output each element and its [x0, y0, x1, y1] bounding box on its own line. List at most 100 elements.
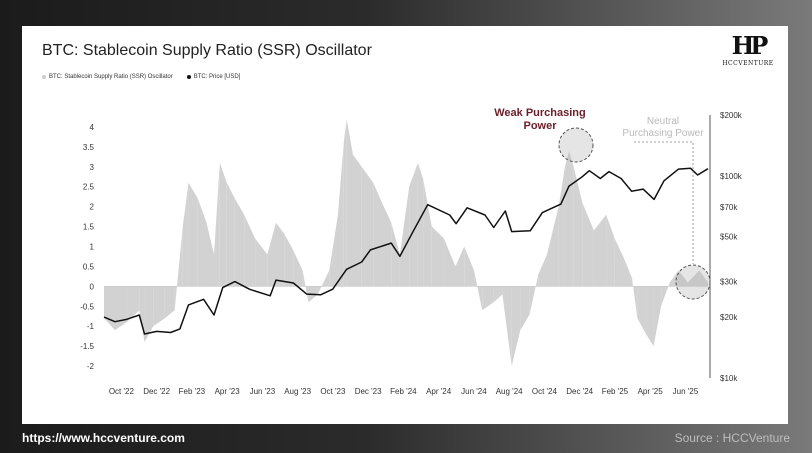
right-tick-label: $100k — [720, 172, 743, 181]
x-tick-label: Dec '24 — [566, 387, 593, 396]
x-tick-label: Apr '24 — [426, 387, 452, 396]
oscillator-segment — [188, 182, 198, 287]
oscillator-segment — [399, 186, 410, 287]
oscillator-segment — [144, 286, 154, 343]
oscillator-segment — [417, 162, 424, 287]
oscillator-segment — [653, 286, 662, 347]
oscillator-segment — [502, 286, 512, 367]
x-tick-label: Jun '24 — [461, 387, 487, 396]
oscillator-segment — [564, 150, 570, 287]
oscillator-segment — [582, 202, 594, 287]
oscillator-segment — [353, 154, 362, 287]
oscillator-segment — [593, 214, 607, 287]
oscillator-segment — [614, 238, 625, 287]
oscillator-segment — [115, 286, 127, 331]
neutral-purchasing-label-line2: Purchasing Power — [622, 128, 704, 139]
x-tick-label: Feb '25 — [602, 387, 629, 396]
x-tick-label: Jun '25 — [673, 387, 699, 396]
oscillator-segment — [391, 222, 400, 287]
footer-source: Source : HCCVenture — [674, 431, 790, 445]
oscillator-segment — [182, 182, 189, 287]
left-tick-label: 1 — [90, 243, 95, 252]
oscillator-segment — [361, 166, 374, 287]
oscillator-segment — [637, 286, 647, 335]
oscillator-segment — [547, 206, 559, 287]
oscillator-segment — [474, 270, 483, 311]
chart-legend: BTC: Stablecoin Supply Ratio (SSR) Oscil… — [42, 74, 240, 80]
oscillator-segment — [558, 166, 565, 287]
left-tick-label: 0 — [90, 282, 95, 291]
left-tick-label: -1.5 — [80, 342, 94, 351]
oscillator-segment — [646, 286, 654, 347]
logo-mark-icon: HP — [731, 31, 769, 60]
legend-item-oscillator[interactable]: BTC: Stablecoin Supply Ratio (SSR) Oscil… — [42, 74, 173, 80]
oscillator-segment — [267, 222, 276, 287]
oscillator-segment — [275, 222, 285, 287]
neutral-purchasing-circle — [675, 264, 711, 300]
x-tick-label: Feb '23 — [179, 387, 206, 396]
left-tick-label: 3 — [90, 163, 95, 172]
left-tick-label: -2 — [87, 362, 95, 371]
left-tick-label: 2 — [90, 203, 95, 212]
x-tick-label: Oct '24 — [532, 387, 558, 396]
oscillator-segment — [520, 286, 530, 331]
oscillator-segment — [464, 246, 475, 287]
chart-title: BTC: Stablecoin Supply Ratio (SSR) Oscil… — [42, 42, 372, 59]
oscillator-segment — [329, 214, 338, 287]
legend-label-oscillator: BTC: Stablecoin Supply Ratio (SSR) Oscil… — [49, 74, 173, 80]
oscillator-segment — [455, 246, 465, 287]
oscillator-segment — [632, 278, 638, 319]
x-tick-label: Aug '24 — [496, 387, 523, 396]
weak-purchasing-label-line1: Weak Purchasing — [494, 107, 586, 119]
oscillator-segment — [164, 286, 175, 319]
weak-purchasing-label-line2: Power — [523, 120, 557, 132]
left-tick-label: 0.5 — [83, 262, 95, 271]
legend-label-price: BTC: Price [USD] — [193, 74, 241, 80]
oscillator-segment — [661, 282, 670, 307]
oscillator-segment — [126, 286, 140, 323]
oscillator-segment — [219, 162, 227, 287]
oscillator-segment — [511, 286, 521, 367]
left-tick-label: 1.5 — [83, 223, 95, 232]
x-axis-ticks: Oct '22 Dec '22 Feb '23 Apr '23 Jun '23 Aug '… — [109, 387, 699, 396]
x-tick-label: Dec '22 — [143, 387, 170, 396]
oscillator-segment — [409, 162, 418, 287]
oscillator-segment — [197, 198, 207, 287]
x-tick-label: Apr '23 — [215, 387, 241, 396]
right-tick-label: $200k — [720, 111, 743, 120]
right-tick-label: $50k — [720, 233, 738, 242]
legend-item-price[interactable]: BTC: Price [USD] — [186, 74, 241, 80]
left-axis-ticks: 4 3.5 3 2.5 2 1.5 1 0.5 0 -0.5 -1 -1.5 -2 — [80, 123, 94, 371]
oscillator-segment — [493, 286, 503, 303]
footer-url-link[interactable]: https://www.hccventure.com — [22, 431, 185, 445]
x-tick-label: Oct '22 — [109, 387, 135, 396]
oscillator-segment — [678, 270, 688, 287]
left-tick-label: 2.5 — [83, 183, 95, 192]
right-tick-label: $70k — [720, 203, 738, 212]
oscillator-segment — [569, 150, 574, 287]
oscillator-segment — [529, 274, 539, 315]
oscillator-segment — [104, 286, 116, 331]
right-tick-label: $20k — [720, 313, 738, 322]
oscillator-segment — [293, 250, 303, 287]
oscillator-segment — [234, 198, 245, 287]
oscillator-segment — [443, 238, 456, 287]
oscillator-segment — [174, 226, 183, 311]
right-tick-label: $10k — [720, 374, 738, 383]
oscillator-segment — [606, 214, 615, 287]
oscillator-segment — [538, 254, 548, 287]
x-tick-label: Apr '25 — [638, 387, 664, 396]
left-tick-label: -1 — [87, 322, 95, 331]
logo-wordmark: HCCVENTURE — [722, 60, 774, 67]
footer-bar: https://www.hccventure.com Source : HCCV… — [0, 424, 812, 453]
oscillator-segment — [346, 118, 354, 287]
oscillator-segment — [337, 142, 344, 287]
left-tick-label: 3.5 — [83, 143, 95, 152]
neutral-leader-line — [634, 141, 694, 264]
oscillator-segment — [317, 270, 330, 295]
oscillator-segment — [206, 222, 215, 287]
right-axis-ticks: $200k $100k $70k $50k $30k $20k $10k — [720, 111, 743, 383]
oscillator-segment — [699, 270, 708, 287]
oscillator-segment — [255, 238, 268, 287]
